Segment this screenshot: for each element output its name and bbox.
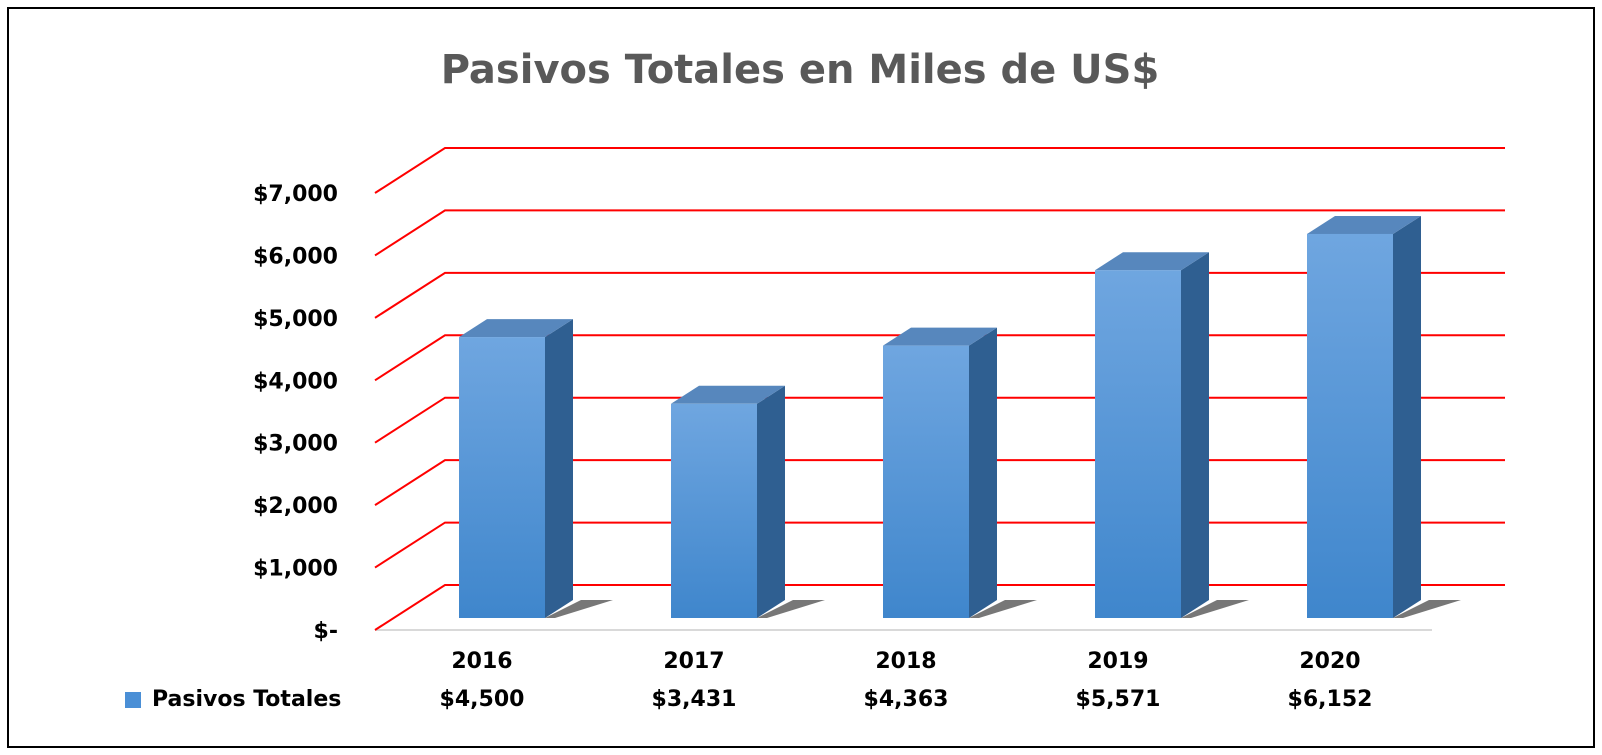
bar-side [757, 385, 785, 618]
data-table-value: $6,152 [1288, 687, 1373, 712]
bar-top [883, 327, 997, 346]
y-tick-label: $- [314, 619, 338, 644]
bar [1307, 233, 1393, 618]
grid-line [374, 147, 1505, 194]
bar-shadow [545, 600, 613, 618]
x-tick-label: 2019 [1087, 649, 1148, 674]
bar-shadow [969, 600, 1037, 618]
y-tick-label: $7,000 [253, 182, 338, 207]
bar-shadow [757, 600, 825, 618]
y-tick-label: $5,000 [253, 307, 338, 332]
data-table-value: $4,363 [864, 687, 949, 712]
bar [459, 337, 545, 618]
grid-line [374, 209, 1505, 257]
y-tick-label: $4,000 [253, 369, 338, 394]
chart-title: Pasivos Totales en Miles de US$ [441, 47, 1160, 93]
bar-side [969, 327, 997, 618]
y-tick-label: $2,000 [253, 494, 338, 519]
data-table-value: $3,431 [652, 687, 737, 712]
bar-side [1181, 252, 1209, 618]
bar-top [459, 319, 573, 338]
bar-side [1393, 215, 1421, 618]
legend-swatch [125, 692, 141, 708]
bar [883, 345, 969, 618]
x-tick-label: 2020 [1299, 649, 1360, 674]
bar-top [671, 385, 785, 404]
x-tick-label: 2016 [451, 649, 512, 674]
x-tick-label: 2018 [875, 649, 936, 674]
bar [1095, 270, 1181, 618]
data-table-value: $4,500 [440, 687, 525, 712]
x-tick-label: 2017 [663, 649, 724, 674]
bar-top [1095, 252, 1209, 271]
legend-label: Pasivos Totales [152, 687, 341, 712]
y-tick-label: $3,000 [253, 432, 338, 457]
bar-shadow [1393, 600, 1461, 618]
y-tick-label: $6,000 [253, 244, 338, 269]
bar-side [545, 319, 573, 618]
data-table-value: $5,571 [1076, 687, 1161, 712]
bar-top [1307, 215, 1421, 234]
bar-shadow [1181, 600, 1249, 618]
y-tick-label: $1,000 [253, 557, 338, 582]
bar [671, 403, 757, 618]
